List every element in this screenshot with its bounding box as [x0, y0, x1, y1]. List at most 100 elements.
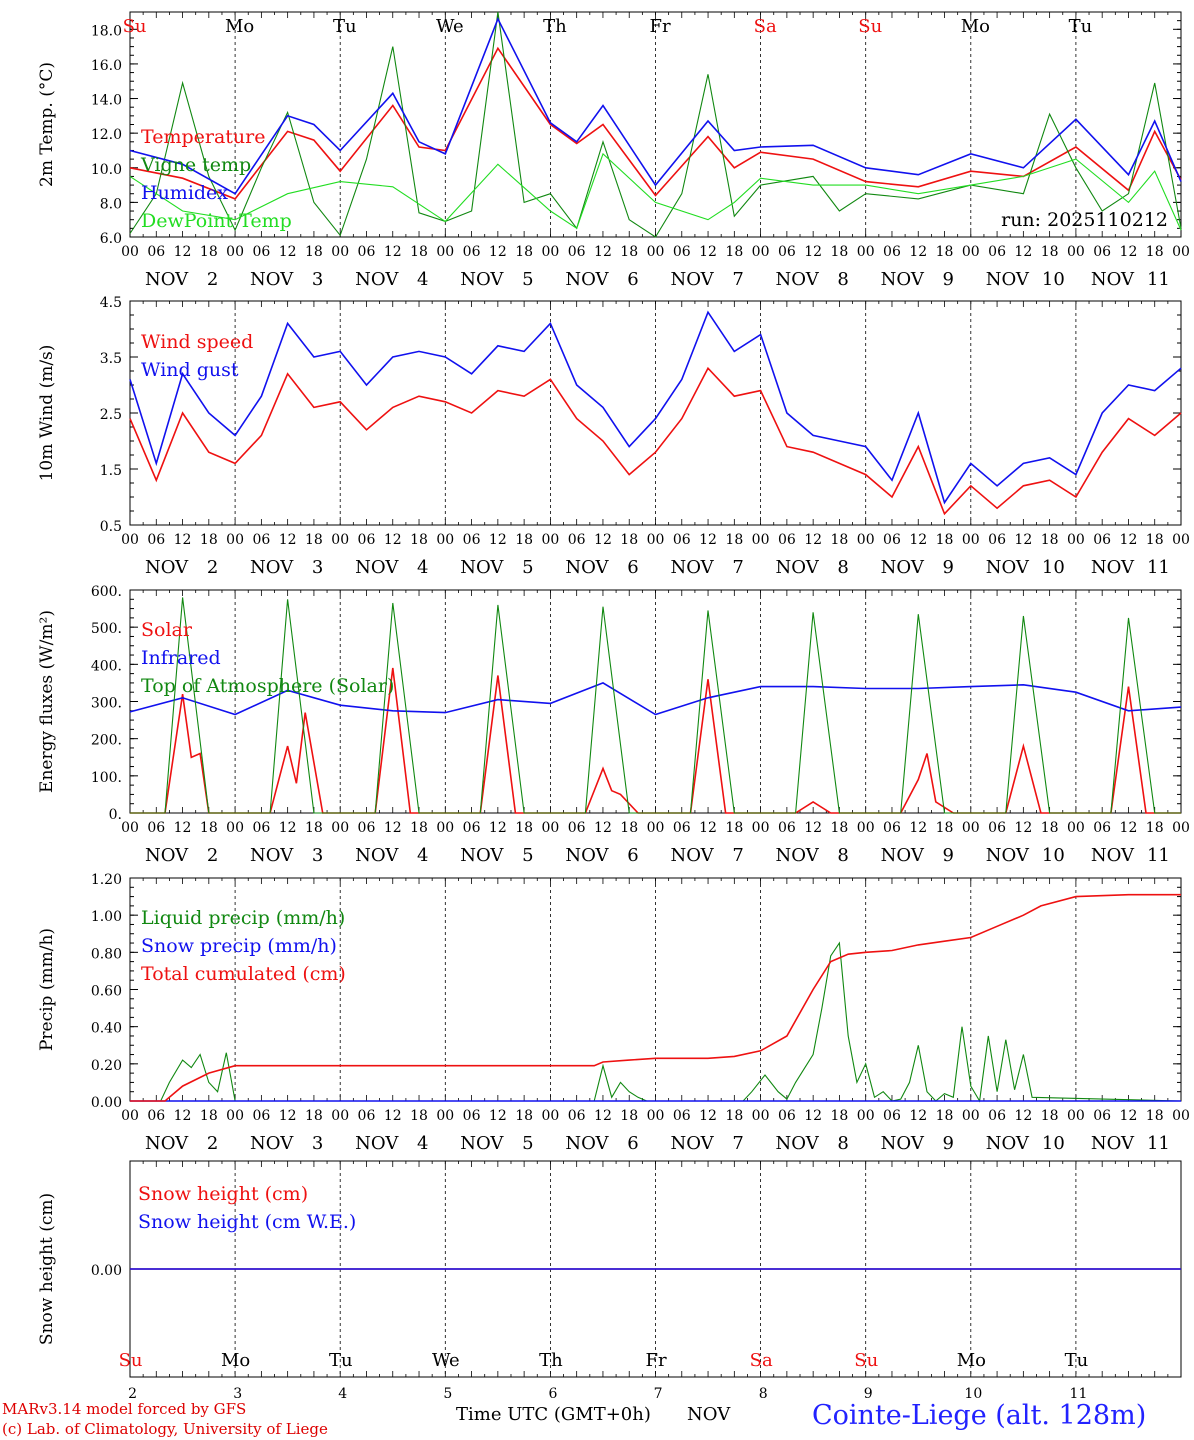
- hour-label: 12: [174, 244, 192, 260]
- day-name-top: We: [436, 16, 464, 37]
- hour-label: 18: [620, 532, 638, 548]
- hour-label: 06: [883, 532, 901, 548]
- day-name-bottom: Mo: [221, 1350, 250, 1371]
- legend-entry: Wind gust: [141, 359, 239, 381]
- date-label: 9: [943, 557, 954, 578]
- legend-entry: Wind speed: [141, 331, 253, 353]
- panel-2: 0.5 1.5 2.5 3.5 4.5 10m Wind (m/s) 00 06 12 18 00 0…: [37, 295, 1190, 578]
- date-label: 4: [417, 845, 428, 866]
- day-number-bottom: 9: [864, 1386, 873, 1402]
- x-axis-month: NOV: [687, 1404, 731, 1425]
- month-label: NOV: [776, 557, 820, 578]
- day-name-top: Mo: [225, 16, 254, 37]
- day-number-bottom: 4: [338, 1386, 347, 1402]
- hour-label: 06: [883, 244, 901, 260]
- date-label: 11: [1147, 1133, 1170, 1154]
- hour-label: 00: [331, 820, 349, 836]
- hour-label: 18: [831, 820, 849, 836]
- day-name-bottom: We: [432, 1350, 460, 1371]
- hour-label: 18: [200, 820, 218, 836]
- hour-label: 12: [594, 820, 612, 836]
- month-label: NOV: [250, 557, 294, 578]
- hour-label: 00: [962, 244, 980, 260]
- hour-label: 00: [962, 532, 980, 548]
- y-tick-label: 12.0: [91, 127, 122, 143]
- hour-label: 06: [673, 1108, 691, 1124]
- date-label: 2: [207, 1133, 218, 1154]
- hour-label: 00: [752, 820, 770, 836]
- y-axis-label: Snow height (cm): [37, 1193, 57, 1345]
- hour-label: 06: [568, 1108, 586, 1124]
- y-tick-label: 0.80: [91, 946, 122, 962]
- month-label: NOV: [1091, 269, 1135, 290]
- y-tick-label: 1.20: [91, 872, 122, 888]
- day-number-bottom: 3: [233, 1386, 242, 1402]
- hour-label: 12: [489, 820, 507, 836]
- month-label: NOV: [460, 269, 504, 290]
- hour-label: 18: [305, 1108, 323, 1124]
- run-annotation: run: 2025110212: [1001, 209, 1168, 231]
- month-label: NOV: [565, 1133, 609, 1154]
- month-label: NOV: [881, 1133, 925, 1154]
- series-line-infrared: [129, 682, 1182, 716]
- hour-label: 12: [1120, 532, 1138, 548]
- hour-label: 18: [410, 1108, 428, 1124]
- panel-3: 0. 100. 200. 300. 400. 500. 600. Energy fluxes …: [37, 584, 1190, 866]
- hour-label: 18: [831, 1108, 849, 1124]
- hour-label: 18: [515, 1108, 533, 1124]
- date-label: 5: [522, 269, 533, 290]
- hour-label: 12: [1120, 820, 1138, 836]
- hour-label: 12: [279, 244, 297, 260]
- hour-label: 06: [147, 820, 165, 836]
- date-label: 6: [627, 1133, 638, 1154]
- hour-label: 06: [988, 244, 1006, 260]
- day-name-bottom: Su: [119, 1350, 143, 1371]
- hour-label: 06: [358, 1108, 376, 1124]
- hour-label: 12: [489, 532, 507, 548]
- y-tick-label: 1.5: [100, 463, 122, 479]
- hour-label: 12: [594, 532, 612, 548]
- month-label: NOV: [670, 269, 714, 290]
- series-line-dewpoint-temp: [129, 152, 1182, 231]
- day-name-bottom: Fr: [646, 1350, 667, 1371]
- month-label: NOV: [776, 845, 820, 866]
- hour-label: 00: [647, 532, 665, 548]
- hour-label: 18: [515, 244, 533, 260]
- legend-entry: Temperature: [141, 126, 265, 148]
- hour-label: 18: [200, 1108, 218, 1124]
- day-name-top: Su: [858, 16, 882, 37]
- hour-label: 00: [1067, 1108, 1085, 1124]
- month-label: NOV: [1091, 557, 1135, 578]
- hour-label: 06: [358, 244, 376, 260]
- panel-1: 6.0 8.0 10.0 12.0 14.0 16.0 18.0 2m Temp. (°C) 0…: [37, 11, 1190, 290]
- hour-label: 00: [226, 820, 244, 836]
- hour-label: 18: [410, 820, 428, 836]
- hour-label: 12: [489, 244, 507, 260]
- hour-label: 12: [804, 532, 822, 548]
- date-label: 3: [312, 557, 323, 578]
- month-label: NOV: [145, 269, 189, 290]
- hour-label: 12: [804, 820, 822, 836]
- date-label: 11: [1147, 557, 1170, 578]
- hour-label: 18: [305, 532, 323, 548]
- date-label: 8: [837, 845, 848, 866]
- panel-4: 0.00 0.20 0.40 0.60 0.80 1.00 1.20 Precip (mm/h…: [37, 872, 1190, 1154]
- month-label: NOV: [145, 845, 189, 866]
- legend-entry: Snow precip (mm/h): [141, 935, 337, 957]
- date-label: 7: [732, 269, 743, 290]
- y-tick-label: 0.40: [91, 1021, 122, 1037]
- hour-label: 18: [1041, 244, 1059, 260]
- hour-label: 06: [252, 820, 270, 836]
- month-label: NOV: [355, 1133, 399, 1154]
- hour-label: 18: [1041, 532, 1059, 548]
- series-line-wind-gust: [129, 310, 1182, 505]
- hour-label: 00: [226, 532, 244, 548]
- date-label: 3: [312, 269, 323, 290]
- series-line-wind-speed: [129, 366, 1182, 516]
- hour-label: 00: [1172, 820, 1190, 836]
- hour-label: 00: [857, 532, 875, 548]
- y-tick-label: 10.0: [91, 162, 122, 178]
- y-axis-label: 10m Wind (m/s): [37, 345, 57, 482]
- legend-entry: Vigne temp: [140, 154, 251, 176]
